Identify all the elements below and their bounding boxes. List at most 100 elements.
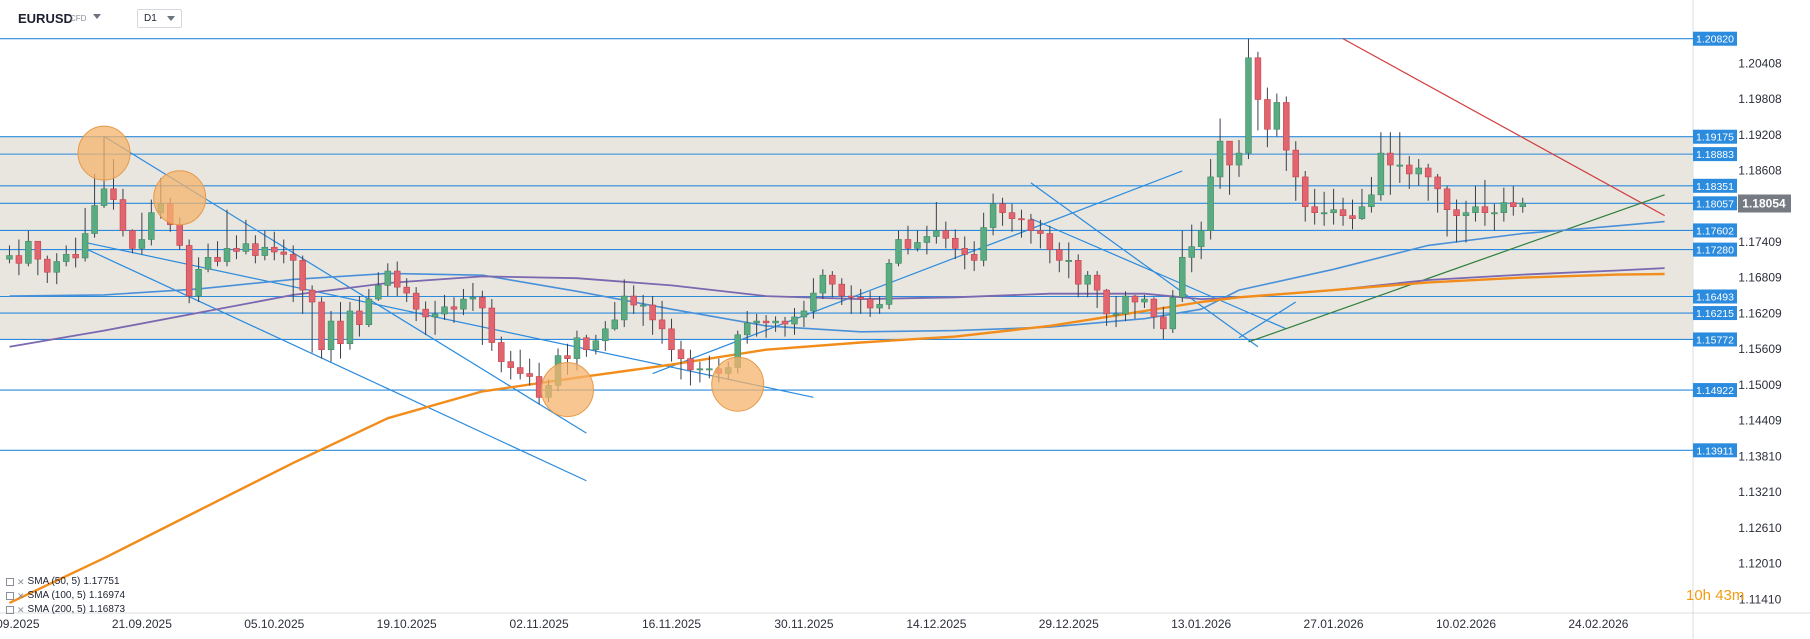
candle-down	[1406, 156, 1413, 189]
candle-body	[866, 298, 874, 309]
candle-body	[1188, 246, 1195, 258]
candle-body	[1462, 212, 1470, 216]
y-tick-label: 1.19208	[1738, 128, 1782, 142]
candle-up	[1462, 200, 1470, 243]
candle-down	[119, 188, 127, 237]
instrument-type: CFD	[70, 14, 87, 23]
timeframe-label: D1	[144, 13, 157, 24]
x-tick-label: 13.01.2026	[1171, 617, 1231, 631]
candle-down	[942, 221, 950, 249]
candle-body	[885, 263, 893, 305]
candle-body	[308, 289, 316, 303]
candle-body	[375, 285, 382, 300]
level-tag-label: 1.18883	[1696, 149, 1734, 161]
candle-body	[441, 306, 448, 315]
candle-body	[507, 361, 514, 368]
candle-body	[743, 322, 751, 336]
settings-icon[interactable]	[6, 578, 14, 586]
level-tag-label: 1.18057	[1696, 198, 1734, 210]
timeframe-select[interactable]: D1	[137, 9, 182, 28]
candle-up	[639, 294, 647, 326]
level-tag	[1693, 147, 1737, 162]
candle-body	[469, 296, 477, 300]
candle-body	[1358, 206, 1366, 219]
candle-body	[15, 255, 23, 264]
candle-down	[1443, 185, 1451, 237]
x-tick-label: 24.02.2026	[1568, 617, 1628, 631]
candle-body	[791, 316, 798, 325]
candle-up	[810, 278, 817, 319]
candle-up	[204, 243, 212, 273]
candle-up	[1245, 38, 1252, 160]
legend-row-sma50[interactable]: ✕ SMA (50, 5) 1.17751	[6, 575, 125, 589]
candle-body	[299, 260, 306, 291]
candle-body	[318, 301, 325, 350]
candle-body	[526, 373, 533, 377]
settings-icon[interactable]	[6, 606, 14, 614]
x-tick-label: 21.09.2025	[112, 617, 172, 631]
candle-down	[233, 235, 240, 260]
candle-body	[204, 257, 212, 270]
candle-body	[819, 274, 827, 294]
trendline	[84, 247, 587, 482]
candle-body	[753, 320, 760, 324]
candle-up	[469, 282, 477, 311]
candle-down	[289, 245, 297, 303]
candle-body	[1519, 202, 1526, 208]
candle-up	[365, 288, 373, 328]
candle-down	[677, 340, 685, 380]
legend-label: SMA (100, 5)	[27, 590, 86, 601]
candle-body	[1018, 218, 1025, 221]
candle-down	[999, 197, 1006, 226]
candle-down	[1027, 213, 1035, 244]
candle-body	[242, 243, 250, 252]
candle-down	[630, 285, 637, 314]
candle-up	[1122, 291, 1129, 322]
symbol-name[interactable]: EURUSD	[18, 11, 73, 26]
candle-body	[1406, 164, 1413, 175]
candle-body	[1103, 289, 1110, 315]
level-tag	[1693, 383, 1737, 398]
candle-body	[999, 203, 1006, 213]
candle-body	[668, 328, 675, 350]
candle-body	[621, 295, 628, 321]
close-icon[interactable]: ✕	[17, 577, 25, 587]
candle-down	[308, 285, 316, 353]
settings-icon[interactable]	[6, 592, 14, 600]
level-tag	[1693, 306, 1737, 321]
candle-up	[1112, 296, 1120, 328]
candle-up	[148, 199, 155, 246]
candle-body	[857, 296, 864, 300]
candle-body	[933, 230, 940, 237]
legend-row-sma100[interactable]: ✕ SMA (100, 5) 1.16974	[6, 589, 125, 603]
candle-body	[1415, 167, 1422, 175]
candle-body	[450, 306, 458, 310]
y-tick-label: 1.12010	[1738, 557, 1782, 571]
candle-up	[223, 209, 231, 267]
close-icon[interactable]: ✕	[17, 605, 25, 615]
candle-down	[1131, 294, 1139, 319]
candle-down	[299, 255, 306, 314]
candle-up	[384, 263, 392, 297]
candle-body	[1141, 298, 1148, 303]
legend-row-sma200[interactable]: ✕ SMA (200, 5) 1.16873	[6, 603, 125, 617]
close-icon[interactable]: ✕	[17, 591, 25, 601]
symbol-dropdown-icon[interactable]	[93, 14, 101, 19]
candle-body	[658, 319, 666, 330]
y-tick-label: 1.19808	[1738, 92, 1782, 106]
candle-down	[762, 315, 770, 338]
x-tick-label: 29.12.2025	[1039, 617, 1099, 631]
candle-body	[1179, 257, 1186, 298]
candle-up	[1368, 176, 1375, 213]
level-tag-label: 1.16493	[1696, 291, 1734, 303]
candle-body	[1283, 102, 1290, 151]
candle-down	[1453, 199, 1460, 243]
candle-body	[942, 230, 950, 239]
trendline	[1342, 38, 1665, 217]
level-tag-label: 1.16215	[1696, 308, 1734, 320]
candle-body	[1491, 212, 1498, 215]
candle-down	[866, 291, 874, 317]
candle-body	[72, 254, 79, 259]
candle-down	[44, 255, 51, 283]
